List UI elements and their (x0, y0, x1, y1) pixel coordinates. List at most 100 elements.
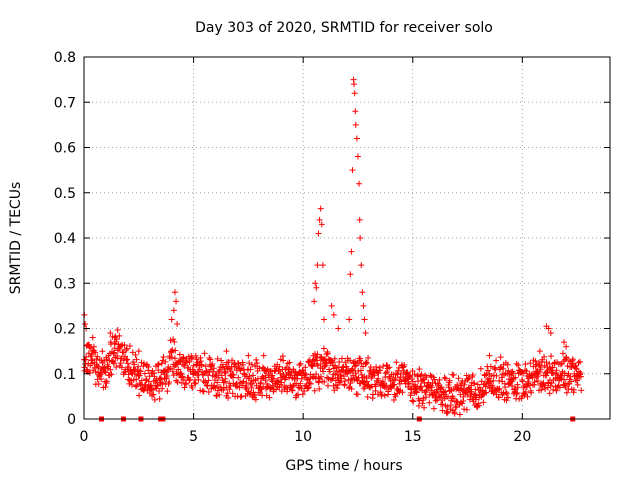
data-point (171, 289, 178, 296)
data-point (383, 382, 390, 389)
data-point (111, 345, 118, 352)
data-point (455, 387, 462, 394)
data-point (537, 364, 544, 371)
data-point (140, 363, 147, 370)
data-point (201, 350, 208, 357)
data-point (557, 361, 564, 368)
data-point (493, 372, 500, 379)
data-point (334, 385, 341, 392)
data-point (88, 351, 95, 358)
data-point (230, 374, 237, 381)
data-point (469, 372, 476, 379)
data-point (430, 405, 437, 412)
data-point (102, 369, 109, 376)
data-point (168, 316, 175, 323)
data-point (111, 360, 118, 367)
data-point (419, 376, 426, 383)
data-point (399, 389, 406, 396)
data-point (361, 316, 368, 323)
data-point (523, 368, 530, 375)
data-point (335, 325, 342, 332)
data-point (468, 390, 475, 397)
data-point (497, 354, 504, 361)
data-point (314, 262, 321, 269)
data-point (572, 362, 579, 369)
data-point (502, 384, 509, 391)
data-point (512, 374, 519, 381)
data-point (567, 373, 574, 380)
data-point (461, 406, 468, 413)
data-point (137, 368, 144, 375)
data-point (148, 382, 155, 389)
data-point (514, 384, 521, 391)
y-tick-label: 0.5 (54, 186, 76, 202)
data-point (536, 368, 543, 375)
data-point (541, 382, 548, 389)
data-point (132, 383, 139, 390)
data-point (298, 385, 305, 392)
data-point (519, 377, 526, 384)
data-point (98, 375, 105, 382)
y-tick-label: 0.6 (54, 141, 76, 157)
data-point (379, 378, 386, 385)
data-point (225, 394, 232, 401)
data-point (133, 376, 140, 383)
data-point (94, 353, 101, 360)
data-point (153, 385, 160, 392)
data-point (457, 382, 464, 389)
data-point (192, 352, 199, 359)
data-point (214, 387, 221, 394)
data-point (276, 384, 283, 391)
data-point (176, 351, 183, 358)
data-point (245, 352, 252, 359)
data-point (150, 391, 157, 398)
data-point (309, 363, 316, 370)
data-point (541, 353, 548, 360)
data-point (95, 380, 102, 387)
data-point (488, 373, 495, 380)
data-point (154, 382, 161, 389)
data-point (331, 355, 338, 362)
data-point (471, 380, 478, 387)
data-point (522, 388, 529, 395)
data-point (328, 302, 335, 309)
data-point (408, 375, 415, 382)
data-point (315, 230, 322, 237)
data-point (503, 390, 510, 397)
data-point (390, 397, 397, 404)
data-point (383, 368, 390, 375)
data-point (174, 320, 181, 327)
data-point (248, 384, 255, 391)
data-point (318, 373, 325, 380)
data-point (110, 358, 117, 365)
data-point (183, 381, 190, 388)
data-point (123, 345, 130, 352)
data-point (313, 284, 320, 291)
data-point (441, 389, 448, 396)
data-point (173, 298, 180, 305)
data-point (324, 382, 331, 389)
data-point (289, 386, 296, 393)
data-point (125, 364, 132, 371)
data-point (351, 90, 358, 97)
data-point (348, 375, 355, 382)
data-point (392, 374, 399, 381)
data-point (411, 371, 418, 378)
data-point (568, 378, 575, 385)
data-point (250, 372, 257, 379)
data-point (126, 343, 133, 350)
data-point (475, 402, 482, 409)
data-point (556, 384, 563, 391)
data-point (574, 381, 581, 388)
data-point (311, 387, 318, 394)
data-point (410, 398, 417, 405)
data-point (456, 411, 463, 418)
data-point (230, 371, 237, 378)
data-point (170, 336, 177, 343)
data-point (568, 364, 575, 371)
data-point (105, 363, 112, 370)
data-point (309, 374, 316, 381)
data-point (487, 363, 494, 370)
data-point (218, 372, 225, 379)
data-point (337, 372, 344, 379)
